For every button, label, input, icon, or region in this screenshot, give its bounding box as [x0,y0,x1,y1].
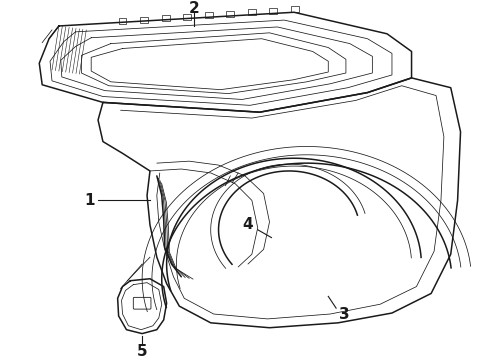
Bar [226,11,234,17]
Bar [183,14,191,19]
Bar [205,12,213,18]
Bar [119,18,126,24]
Text: 5: 5 [137,344,147,359]
Text: 4: 4 [243,217,253,232]
Text: 1: 1 [84,193,95,208]
Text: 2: 2 [189,1,199,16]
Bar [140,17,148,23]
Text: 3: 3 [339,306,349,321]
Bar [270,8,277,14]
Bar [248,9,256,15]
Bar [291,6,299,12]
Bar [162,15,170,21]
